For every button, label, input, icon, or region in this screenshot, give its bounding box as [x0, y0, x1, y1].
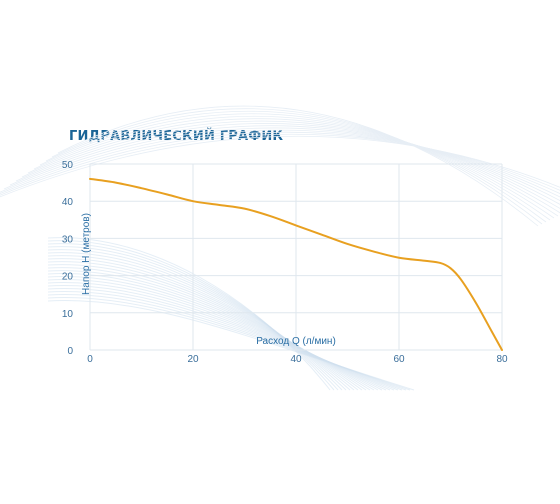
background-decoration: [0, 105, 560, 391]
decor-swoosh-line: [47, 299, 415, 391]
decor-swoosh-line: [47, 261, 363, 391]
y-axis-label: Напор Н (метров): [81, 213, 92, 295]
x-tick-label: 80: [496, 354, 508, 365]
decor-arc: [3, 127, 560, 202]
decor-arc: [15, 123, 560, 209]
x-tick-label: 60: [393, 354, 405, 365]
y-tick-label: 10: [62, 309, 74, 320]
decor-swoosh-line: [47, 252, 351, 391]
grid-lines: [89, 163, 503, 351]
decor-arc: [39, 113, 551, 221]
series-line: [89, 177, 503, 351]
axis-ticks: 0 10 20 30 40 50 0 20 40 60 80: [62, 160, 508, 365]
decor-arc: [0, 133, 560, 196]
decor-swoosh-line: [47, 243, 339, 391]
decor-swoosh-line: [47, 240, 335, 391]
decor-arc: [45, 110, 547, 223]
decor-arc: [0, 129, 560, 198]
decor-swoosh-line: [47, 237, 331, 391]
decor-swoosh-line: [47, 258, 359, 391]
x-tick-label: 40: [290, 354, 302, 365]
decor-swoosh-line: [47, 264, 367, 391]
decor-arc: [33, 115, 555, 219]
y-tick-label: 0: [67, 346, 73, 357]
decor-swoosh-line: [47, 255, 355, 391]
decor-arc: [27, 118, 559, 217]
decor-swoosh-line: [47, 249, 347, 391]
y-tick-label: 50: [62, 160, 74, 171]
decor-arc: [9, 125, 560, 205]
decor-arc: [21, 120, 560, 214]
x-axis-label: Расход Q (л/мин): [256, 336, 336, 347]
decor-swoosh-line: [47, 246, 343, 391]
x-tick-label: 20: [187, 354, 199, 365]
decor-arc: [51, 108, 543, 225]
decor-arc: [57, 105, 539, 227]
x-tick-label: 0: [87, 354, 93, 365]
decor-swoosh-line: [47, 273, 379, 391]
y-tick-label: 20: [62, 272, 74, 283]
series-group: [89, 177, 503, 351]
decor-swoosh-line: [47, 270, 375, 391]
decor-swoosh-line: [47, 267, 371, 391]
y-tick-label: 40: [62, 197, 74, 208]
decor-arc: [0, 135, 560, 198]
y-tick-label: 30: [62, 234, 74, 245]
